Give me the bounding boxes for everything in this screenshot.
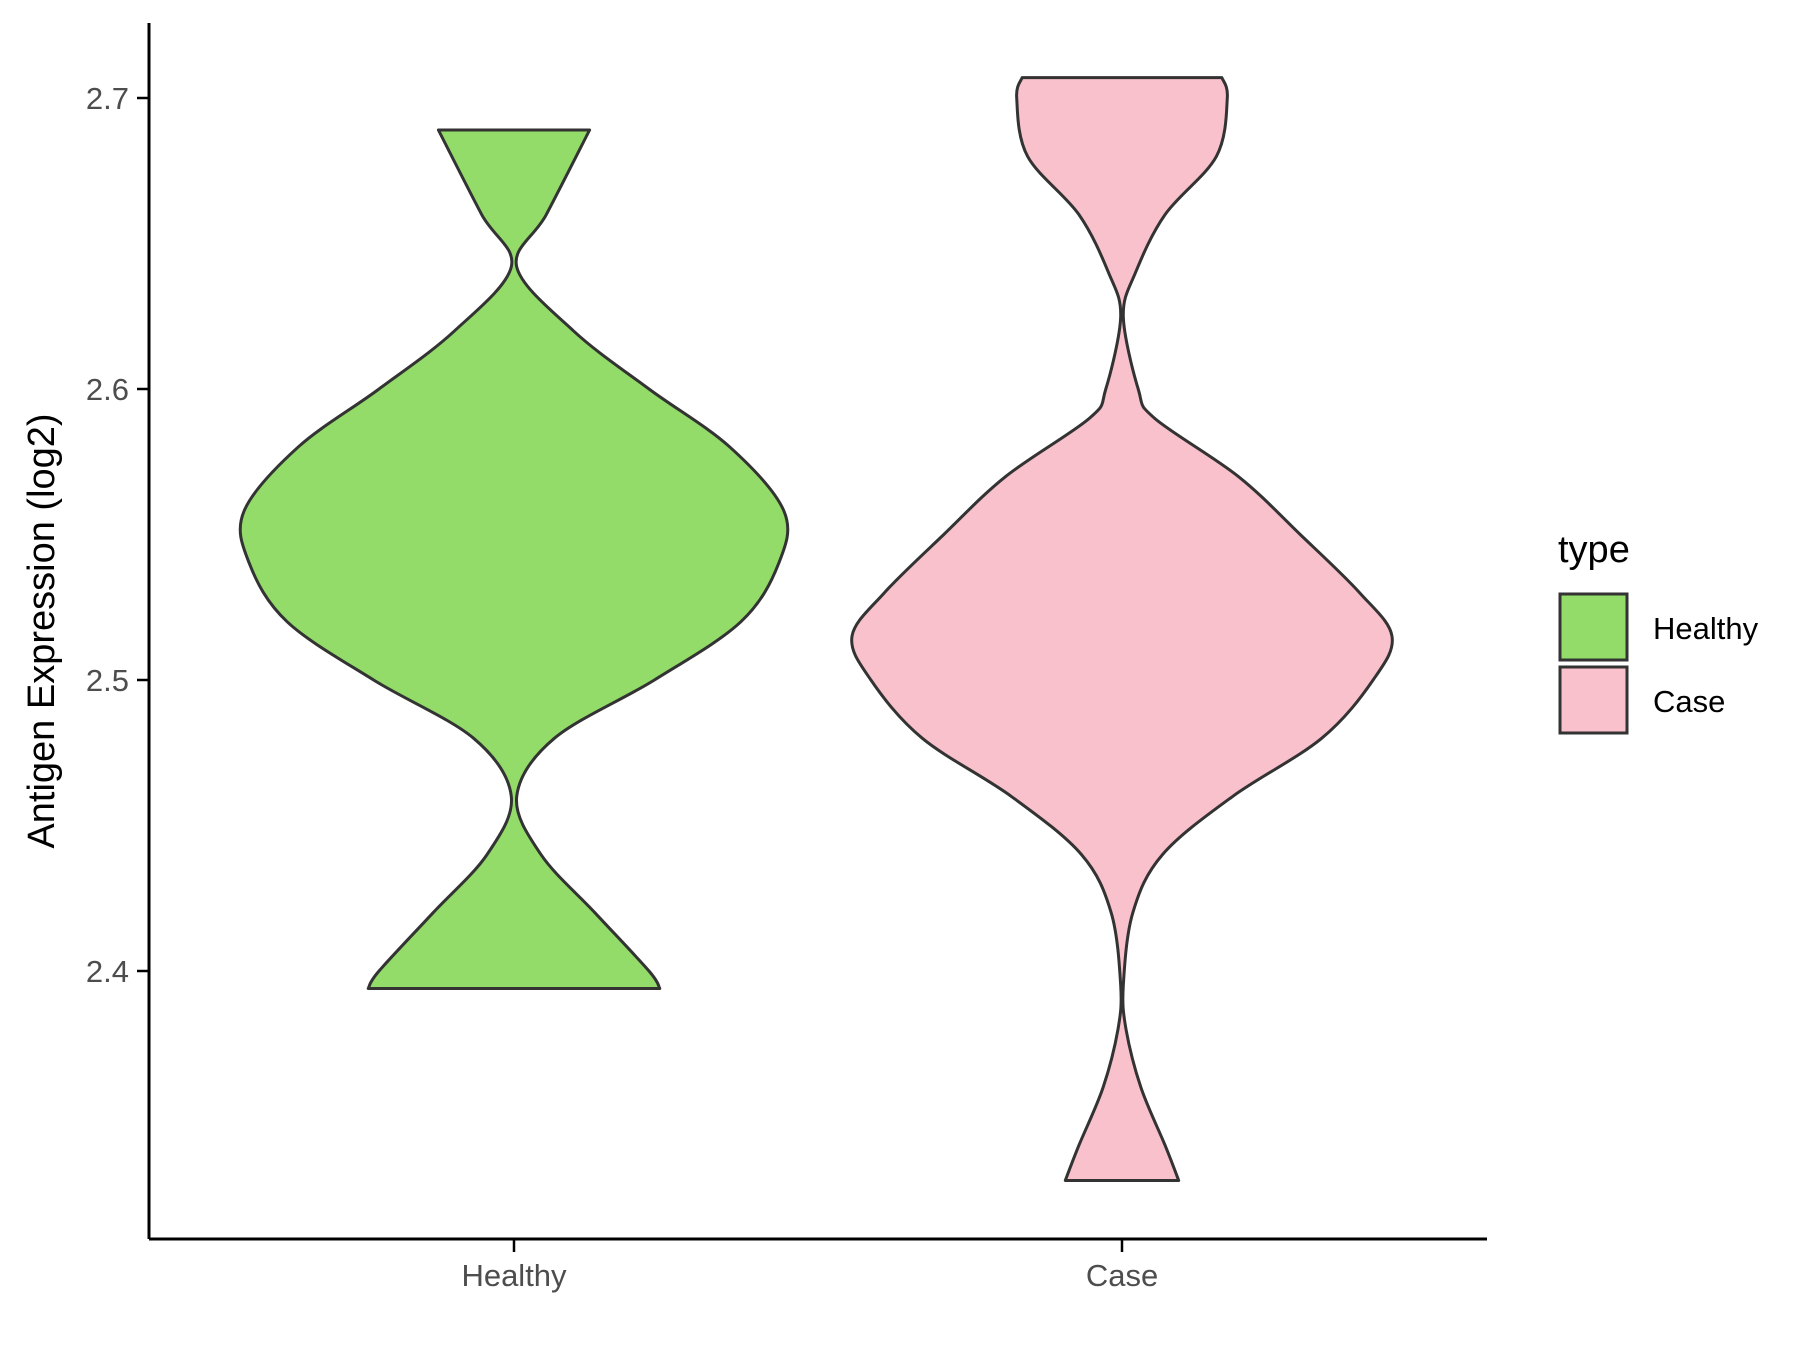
y-ticks: 2.4 2.5 2.6 2.7 <box>86 81 149 989</box>
legend-key-healthy <box>1558 592 1629 662</box>
violins-layer <box>238 76 1394 1182</box>
legend-title: type <box>1558 529 1630 571</box>
legend-key-case <box>1558 665 1629 735</box>
y-axis-title: Antigen Expression (log2) <box>21 413 63 848</box>
violin-healthy <box>238 128 790 990</box>
x-tick-label-healthy: Healthy <box>461 1258 567 1293</box>
y-axis: 2.4 2.5 2.6 2.7 <box>86 23 151 1239</box>
y-tick-label-3: 2.7 <box>86 81 129 116</box>
legend-label-healthy: Healthy <box>1653 611 1759 646</box>
y-tick-label-0: 2.4 <box>86 954 129 989</box>
legend-label-case: Case <box>1653 684 1725 719</box>
x-axis: Healthy Case <box>149 1237 1487 1293</box>
y-tick-label-2: 2.6 <box>86 372 129 407</box>
legend: type Healthy Case <box>1558 529 1759 735</box>
violin-case <box>850 76 1394 1182</box>
x-tick-label-case: Case <box>1086 1258 1158 1293</box>
y-tick-label-1: 2.5 <box>86 663 129 698</box>
